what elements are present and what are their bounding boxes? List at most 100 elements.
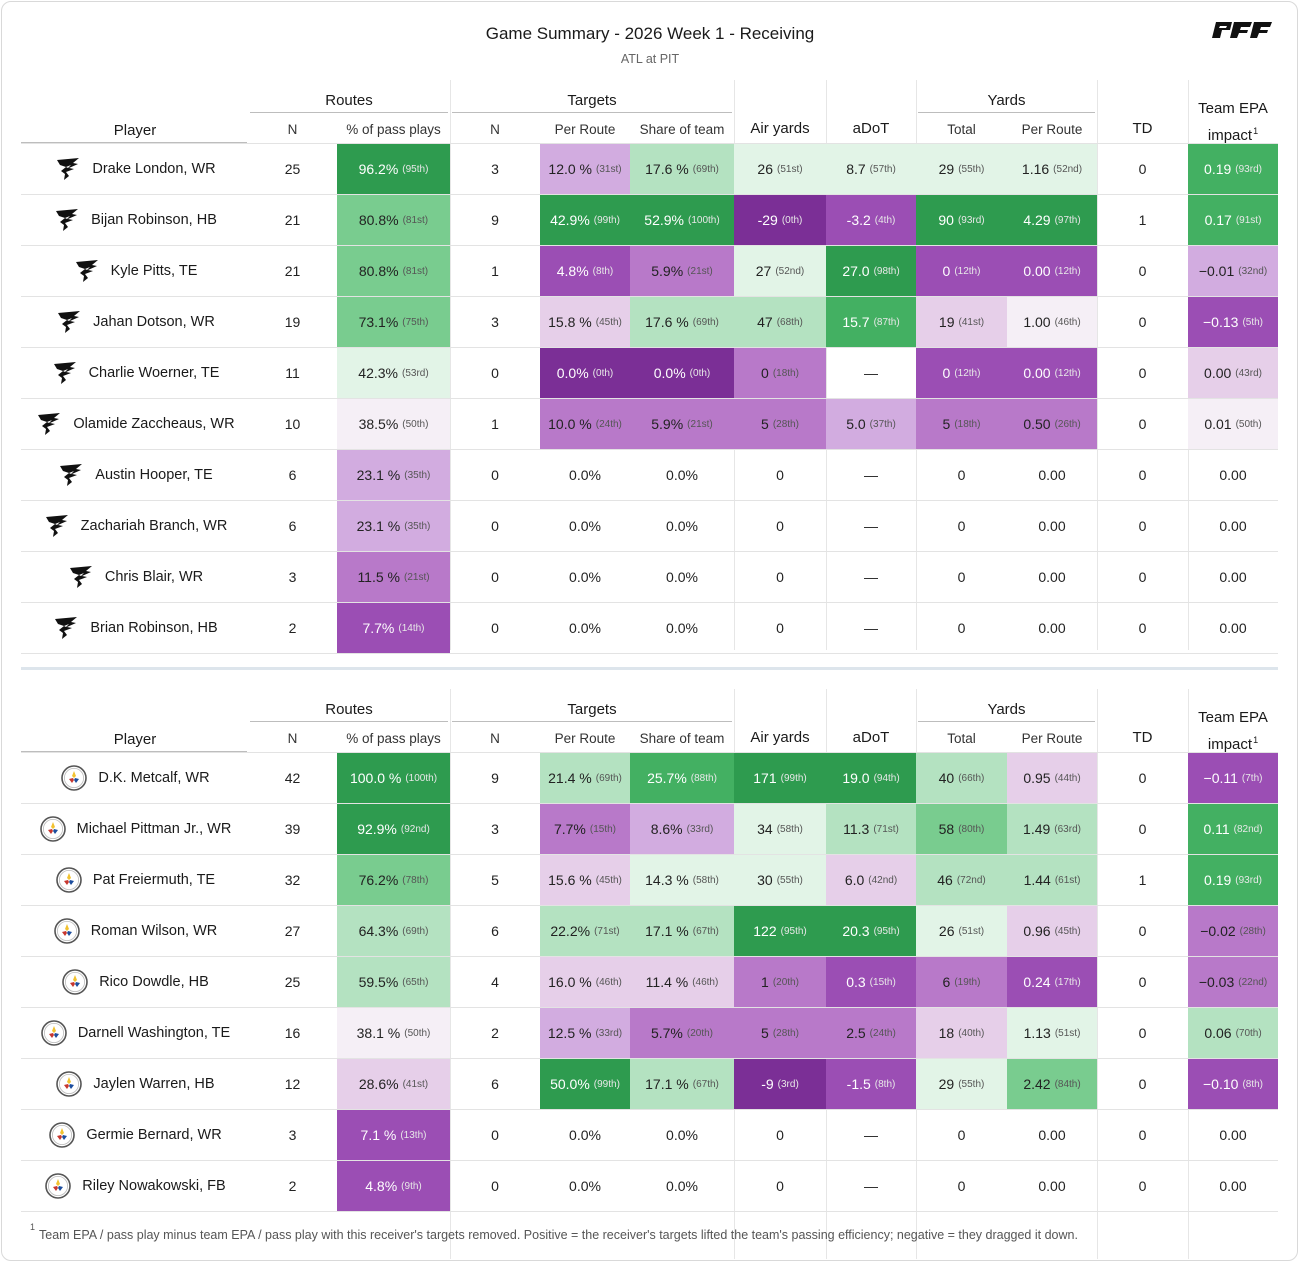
yroute-value: 1.49 — [1023, 821, 1051, 837]
percentile-rank: (97th) — [1054, 214, 1081, 226]
percentile-rank: (9th) — [401, 1180, 422, 1192]
share-cell: 5.9% (21st) — [630, 399, 734, 449]
td-value: 1 — [1138, 212, 1147, 228]
epa-value: 0.00 — [1219, 467, 1247, 483]
percentile-rank: (61st) — [1054, 874, 1081, 886]
player-cell: Rico Dowdle, HB — [21, 957, 249, 1007]
air-value: 0 — [776, 1178, 784, 1194]
player-cell: Charlie Woerner, TE — [21, 348, 249, 398]
percentile-rank: (24th) — [869, 1027, 896, 1039]
routes-n-value: 11 — [285, 365, 300, 381]
table-row: Bijan Robinson, HB 21 80.8% (81st) 9 42.9% (99… — [21, 194, 1278, 245]
percentile-rank: (0th) — [592, 367, 614, 379]
yroute-value: 0.24 — [1023, 974, 1051, 990]
epa-cell: 0.00 — [1188, 450, 1278, 500]
pff-logo-icon — [1212, 22, 1272, 38]
percentile-rank: (55th) — [958, 1078, 985, 1090]
targets-n-value: 0 — [491, 467, 499, 483]
player-name: Austin Hooper, TE — [95, 467, 213, 483]
routes-n-cell: 25 — [248, 957, 337, 1007]
air-value: 0 — [776, 467, 784, 483]
percentile-rank: (63rd) — [1054, 823, 1081, 835]
routes-pct-value: 59.5% — [358, 974, 399, 990]
ytot-value: 58 — [938, 821, 955, 837]
routes-pct-value: 42.3% — [358, 365, 398, 381]
ytot-value: 29 — [938, 1076, 955, 1092]
player-cell: Roman Wilson, WR — [21, 906, 249, 956]
percentile-rank: (82nd) — [1233, 823, 1263, 835]
percentile-rank: (75th) — [402, 316, 429, 328]
per-route-cell: 10.0 % (24th) — [540, 399, 630, 449]
column-separator — [1097, 689, 1098, 1259]
table-row: Chris Blair, WR 3 11.5 % (21st) 0 0.0% 0.0% 0 — 0… — [21, 551, 1278, 602]
percentile-rank: (45th) — [595, 316, 622, 328]
epa-cell: 0.01 (50th) — [1188, 399, 1278, 449]
percentile-rank: (41st) — [402, 1078, 429, 1090]
per-route-value: 0.0% — [569, 467, 601, 483]
share-cell: 11.4 % (46th) — [630, 957, 734, 1007]
adot-value: 11.3 — [843, 821, 870, 837]
routes-pct-value: 7.7% — [362, 620, 395, 636]
share-value: 17.1 % — [645, 1076, 689, 1092]
epa-value: −0.02 — [1200, 923, 1236, 939]
table-row: Roman Wilson, WR 27 64.3% (69th) 6 22.2% (71st… — [21, 905, 1278, 956]
percentile-rank: (12th) — [1054, 367, 1081, 379]
targets-n-value: 3 — [491, 161, 499, 177]
player-name: Pat Freiermuth, TE — [92, 872, 216, 888]
routes-pct-cell: 7.1 % (13th) — [337, 1110, 450, 1160]
td-value: 0 — [1138, 263, 1147, 279]
percentile-rank: (50th) — [1235, 418, 1262, 430]
yroute-cell: 2.42 (84th) — [1007, 1059, 1097, 1109]
epa-cell: 0.00 — [1188, 603, 1278, 653]
percentile-rank: (71st) — [873, 823, 899, 835]
yroute-value: 0.00 — [1038, 620, 1066, 636]
td-cell: 0 — [1097, 957, 1188, 1007]
yroute-cell: 0.00 — [1007, 552, 1097, 602]
air-cell: 0 — [734, 501, 826, 551]
steelers-logo-icon — [40, 1019, 68, 1047]
share-cell: 5.9% (21st) — [630, 246, 734, 296]
ytot-value: 18 — [938, 1025, 955, 1041]
routes-n-value: 6 — [288, 518, 297, 534]
td-cell: 0 — [1097, 246, 1188, 296]
share-value: 5.9% — [651, 263, 684, 279]
adot-value: 0.3 — [846, 974, 866, 990]
yroute-value: 0.00 — [1038, 569, 1066, 585]
per-route-cell: 0.0% — [540, 603, 630, 653]
adot-cell: -1.5 (8th) — [826, 1059, 916, 1109]
percentile-rank: (72nd) — [956, 874, 986, 886]
epa-cell: −0.03 (22nd) — [1188, 957, 1278, 1007]
share-of-team-header: Share of team — [639, 731, 725, 746]
ytot-cell: 26 (51st) — [916, 906, 1007, 956]
percentile-rank: (93rd) — [957, 214, 985, 226]
ytot-cell: 0 — [916, 1110, 1007, 1160]
routes-pct-cell: 23.1 % (35th) — [337, 501, 450, 551]
air-cell: 34 (58th) — [734, 804, 826, 854]
percentile-rank: (100th) — [405, 772, 438, 784]
share-cell: 17.6 % (69th) — [630, 144, 734, 194]
routes-n-value: 6 — [288, 467, 297, 483]
per-route-value: 50.0% — [550, 1076, 590, 1092]
routes-n-value: 19 — [284, 314, 301, 330]
yards-group-header: Yards — [987, 92, 1026, 109]
adot-value: 27.0 — [842, 263, 870, 279]
routes-n-cell: 25 — [248, 144, 337, 194]
per-route-cell: 4.8% (8th) — [540, 246, 630, 296]
percentile-rank: (81st) — [402, 214, 429, 226]
ytot-value: 0 — [957, 467, 966, 483]
air-value: -9 — [761, 1076, 774, 1092]
page-title: Game Summary - 2026 Week 1 - Receiving — [485, 24, 815, 43]
team-epa-header-label: impact — [1207, 127, 1253, 144]
ytot-cell: 58 (80th) — [916, 804, 1007, 854]
routes-group-underline — [250, 721, 448, 722]
adot-cell: 6.0 (42nd) — [826, 855, 916, 905]
steelers-logo-icon — [61, 968, 89, 996]
targets-n-value: 4 — [491, 974, 499, 990]
steelers-logo-icon — [48, 1121, 76, 1149]
routes-n-cell: 11 — [248, 348, 337, 398]
per-route-value: 7.7% — [553, 821, 586, 837]
ytot-cell: 0 (12th) — [916, 348, 1007, 398]
per-route-value: 16.0 % — [548, 974, 592, 990]
ytot-cell: 29 (55th) — [916, 144, 1007, 194]
percentile-rank: (46th) — [1054, 316, 1081, 328]
